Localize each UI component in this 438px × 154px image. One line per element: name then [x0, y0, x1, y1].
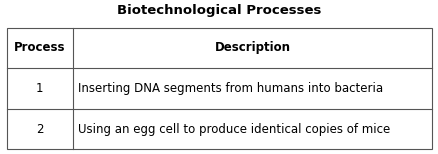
Text: Process: Process	[14, 41, 65, 55]
Text: Description: Description	[214, 41, 290, 55]
Text: Inserting DNA segments from humans into bacteria: Inserting DNA segments from humans into …	[78, 82, 382, 95]
Text: Biotechnological Processes: Biotechnological Processes	[117, 4, 321, 17]
Bar	[7, 28, 431, 149]
Text: 1: 1	[36, 82, 43, 95]
Text: 2: 2	[36, 123, 43, 136]
Text: Using an egg cell to produce identical copies of mice: Using an egg cell to produce identical c…	[78, 123, 389, 136]
